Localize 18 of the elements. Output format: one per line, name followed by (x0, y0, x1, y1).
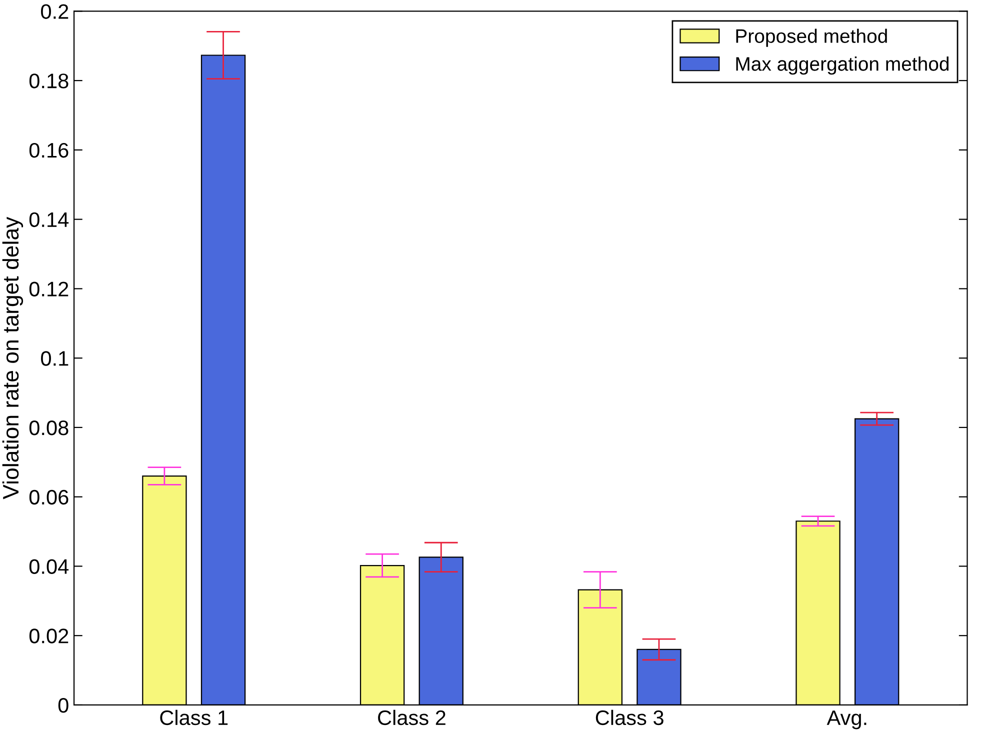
x-tick-label: Avg. (826, 710, 866, 730)
y-tick-label: 0.04 (29, 559, 69, 574)
x-tick-label: Class 1 (160, 710, 228, 726)
x-tick-label: Class 2 (378, 710, 446, 726)
y-tick-label: 0.02 (29, 628, 68, 644)
y-axis-title: Violation rate on target delay (2, 216, 24, 500)
y-tick-label: 0 (58, 698, 68, 713)
y-tick-label: 0.2 (41, 4, 68, 19)
y-tick-label: 0.16 (29, 142, 68, 158)
y-tick-label: 0.12 (29, 282, 68, 296)
legend-label: Proposed method (736, 28, 887, 47)
x-tick-label: Class 3 (596, 710, 664, 726)
legend-label: Max aggergation method (736, 56, 949, 75)
y-tick-label: 0.1 (41, 351, 68, 366)
y-tick-label: 0.08 (29, 420, 68, 436)
y-tick-label: 0.18 (29, 74, 68, 88)
y-tick-label: 0.14 (29, 212, 69, 228)
y-tick-label: 0.06 (29, 490, 68, 505)
